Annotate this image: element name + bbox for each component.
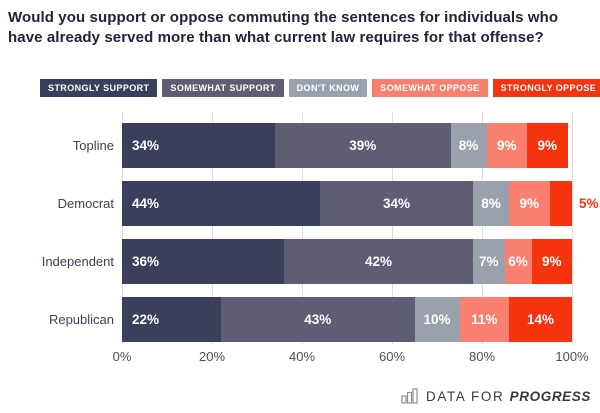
bar-rows: Topline 34% 39% 8% 9% 9% Democrat 44% 34% 8% 9% 5% I… — [0, 123, 600, 355]
segment-label: 9% — [519, 196, 539, 211]
bar-track: 34% 39% 8% 9% 9% — [122, 123, 572, 168]
segment-label: 6% — [508, 254, 528, 269]
bar-segment: 22% — [122, 297, 221, 342]
legend-pill: SOMEWHAT OPPOSE — [372, 79, 488, 97]
segment-label: 10% — [423, 312, 451, 327]
brand-prefix: DATA FOR — [426, 388, 505, 404]
bar-segment: 9% — [509, 181, 550, 226]
segment-label: 22% — [132, 312, 160, 327]
bar-segment: 9% — [531, 239, 572, 284]
x-tick-label: 0% — [112, 349, 132, 364]
segment-label: 8% — [458, 138, 479, 153]
x-tick-label: 100% — [555, 349, 589, 364]
bar-segment: 39% — [275, 123, 451, 168]
bar-row: Democrat 44% 34% 8% 9% 5% — [0, 181, 600, 226]
chart-title: Would you support or oppose commuting th… — [8, 9, 559, 46]
segment-label: 36% — [132, 254, 160, 269]
gridline — [301, 112, 303, 344]
segment-label: 43% — [304, 312, 332, 327]
bar-track: 44% 34% 8% 9% 5% — [122, 181, 599, 226]
segment-label: 14% — [526, 312, 555, 327]
outside-segment-label: 5% — [579, 196, 599, 211]
bar-segment: 9% — [527, 123, 568, 168]
segment-label: 11% — [471, 312, 498, 327]
segment-label: 44% — [132, 196, 160, 211]
segment-label: 34% — [382, 196, 411, 211]
brand-footer: DATA FOR PROGRESS — [401, 388, 591, 404]
bar-segment: 44% — [122, 181, 320, 226]
chart-area: Topline 34% 39% 8% 9% 9% Democrat 44% 34% 8% 9% 5% I… — [0, 112, 600, 344]
segment-label: 9% — [537, 138, 557, 153]
chart-legend: STRONGLY SUPPORT SOMEWHAT SUPPORT DON'T KN… — [40, 79, 600, 97]
row-label: Republican — [48, 312, 114, 327]
segment-label: 8% — [481, 196, 501, 211]
brand-name: DATA FOR PROGRESS — [426, 389, 591, 404]
bar-segment: 8% — [473, 181, 509, 226]
row-label: Democrat — [57, 196, 114, 211]
bar-segment: 34% — [122, 123, 275, 168]
segment-label: 7% — [478, 254, 499, 269]
legend-pill: SOMEWHAT SUPPORT — [162, 79, 284, 97]
bar-segment: 11% — [459, 297, 509, 342]
bar-segment: 42% — [284, 239, 473, 284]
gridline — [481, 112, 483, 344]
bar-row: Topline 34% 39% 8% 9% 9% — [0, 123, 600, 168]
bar-track: 36% 42% 7% 6% 9% — [122, 239, 572, 284]
gridline — [211, 112, 213, 344]
x-tick-label: 80% — [468, 349, 496, 364]
bar-segment — [549, 181, 572, 226]
bar-segment: 7% — [473, 239, 505, 284]
legend-pill: STRONGLY OPPOSE — [492, 79, 600, 97]
bar-segment: 36% — [122, 239, 284, 284]
bar-segment: 10% — [414, 297, 460, 342]
bar-segment: 8% — [450, 123, 487, 168]
segment-label: 9% — [541, 254, 562, 269]
bar-segment: 34% — [320, 181, 473, 226]
legend-pill: DON'T KNOW — [288, 79, 368, 97]
bar-segment: 6% — [504, 239, 532, 284]
x-tick-label: 40% — [288, 349, 316, 364]
legend-pill: STRONGLY SUPPORT — [40, 79, 158, 97]
gridline — [121, 112, 123, 344]
gridlines — [121, 112, 573, 344]
row-label: Independent — [41, 254, 114, 269]
bar-chart-icon — [401, 388, 419, 404]
gridline — [391, 112, 393, 344]
segment-label: 34% — [132, 138, 160, 153]
x-tick-label: 20% — [198, 349, 226, 364]
bar-segment: 9% — [486, 123, 527, 168]
bar-row: Republican 22% 43% 10% 11% 14% — [0, 297, 600, 342]
bar-segment: 14% — [509, 297, 572, 342]
segment-label: 9% — [496, 138, 517, 153]
bar-track: 22% 43% 10% 11% 14% — [122, 297, 572, 342]
brand-suffix: PROGRESS — [509, 388, 591, 404]
row-label: Topline — [72, 138, 114, 153]
x-axis: 0% 20% 40% 60% 80% 100% — [113, 349, 589, 367]
segment-label: 39% — [349, 138, 377, 153]
gridline — [571, 112, 573, 344]
segment-label: 42% — [364, 254, 393, 269]
x-tick-label: 60% — [378, 349, 406, 364]
bar-segment: 43% — [221, 297, 415, 342]
bar-row: Independent 36% 42% 7% 6% 9% — [0, 239, 600, 284]
